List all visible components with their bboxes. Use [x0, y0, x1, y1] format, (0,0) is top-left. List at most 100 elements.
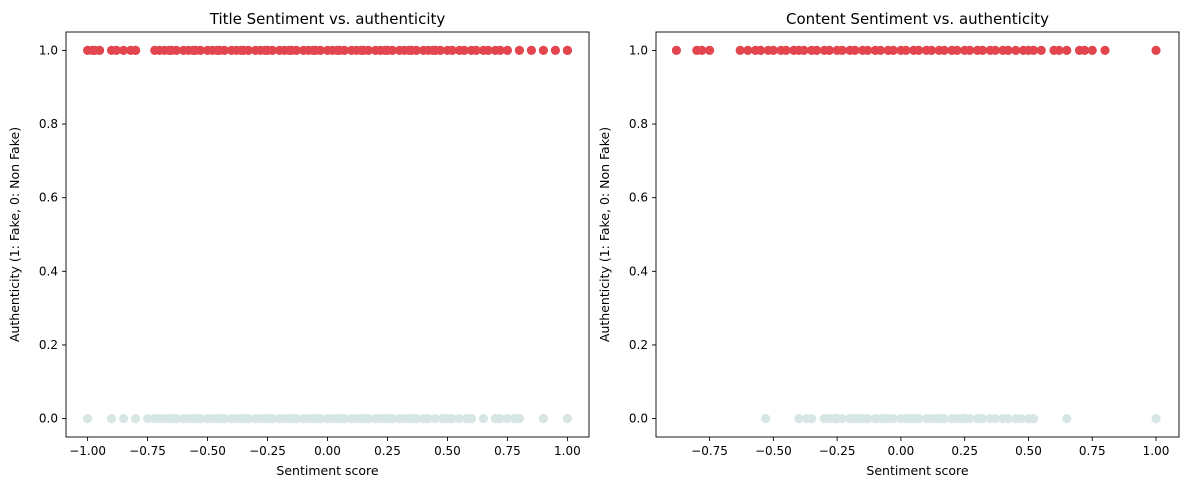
data-point: [243, 45, 253, 56]
data-point: [812, 45, 822, 56]
data-point: [219, 45, 229, 56]
chart-panel-2: −0.75 −0.50 −0.25 0.00 0.25 0.50 0.75 1.00 0.0 0.…: [597, 10, 1180, 478]
x-tick-label: 0.75: [494, 444, 521, 458]
data-point: [430, 413, 441, 424]
data-point: [768, 45, 778, 56]
chart-title: Content Sentiment vs. authenticity: [786, 10, 1049, 28]
data-point: [1062, 413, 1072, 424]
data-point: [735, 45, 745, 56]
data-point: [502, 413, 513, 424]
x-tick-label: 0.75: [1079, 444, 1106, 458]
data-point: [514, 45, 525, 56]
data-point: [1080, 45, 1090, 56]
data-point: [411, 413, 421, 424]
chart-title: Title Sentiment vs. authenticity: [209, 10, 446, 28]
data-point: [267, 45, 277, 56]
data-point: [111, 45, 121, 56]
data-point: [901, 45, 911, 56]
data-point: [411, 45, 421, 56]
data-point: [562, 413, 573, 424]
data-point: [1016, 413, 1026, 424]
data-point: [781, 45, 791, 56]
data-point: [671, 45, 682, 56]
data-point: [837, 413, 847, 424]
data-point: [914, 45, 924, 56]
chart-panel-1: −1.00 −0.75 −0.50 −0.25 0.00 0.25 0.50 0.75 1.00…: [7, 10, 590, 478]
y-tick-label: 0.8: [629, 117, 648, 131]
data-point: [850, 45, 860, 56]
y-tick-label: 1.0: [39, 43, 58, 57]
y-tick-label: 0.0: [629, 412, 648, 426]
x-tick-label: −0.25: [819, 444, 856, 458]
data-point: [538, 45, 549, 56]
y-tick-label: 1.0: [629, 43, 648, 57]
x-tick-label: 0.25: [951, 444, 978, 458]
y-tick-label: 0.8: [39, 117, 58, 131]
plot-frame: [655, 31, 1180, 438]
x-tick-label: −0.50: [189, 444, 226, 458]
data-point: [756, 45, 766, 56]
data-point: [799, 45, 809, 56]
data-point: [118, 413, 129, 424]
data-point: [447, 45, 457, 56]
x-tick-label: 0.25: [374, 444, 401, 458]
data-point: [965, 45, 975, 56]
x-tick-label: −1.00: [69, 444, 106, 458]
data-point: [888, 45, 898, 56]
data-point: [466, 413, 477, 424]
y-tick-label: 0.4: [629, 264, 648, 278]
data-point: [965, 413, 975, 424]
data-point: [454, 413, 465, 424]
data-point: [195, 413, 205, 424]
data-point: [171, 45, 181, 56]
data-point: [387, 45, 397, 56]
x-tick-label: 1.00: [554, 444, 581, 458]
data-point: [562, 45, 573, 56]
data-point: [990, 45, 1000, 56]
data-point: [939, 413, 949, 424]
data-point: [471, 45, 481, 56]
data-point: [291, 413, 301, 424]
data-point: [1100, 45, 1110, 56]
data-point: [824, 45, 835, 56]
plot-frame: [65, 31, 590, 438]
x-tick-label: −0.25: [249, 444, 286, 458]
data-point: [1011, 45, 1021, 56]
series-1: [671, 45, 1161, 56]
data-point: [363, 413, 373, 424]
data-point: [863, 45, 873, 56]
data-point: [315, 413, 325, 424]
data-point: [1054, 45, 1064, 56]
y-tick-label: 0.6: [39, 191, 58, 205]
x-tick-label: −0.75: [691, 444, 728, 458]
data-point: [1028, 413, 1039, 424]
data-point: [483, 45, 493, 56]
data-point: [130, 413, 141, 424]
data-point: [1003, 45, 1013, 56]
data-point: [219, 413, 229, 424]
data-point: [761, 413, 771, 424]
data-point: [538, 413, 549, 424]
data-point: [526, 45, 537, 56]
data-point: [142, 413, 153, 424]
data-point: [495, 45, 505, 56]
y-axis-label: Authenticity (1: Fake, 0: Non Fake): [597, 127, 612, 342]
data-point: [514, 413, 525, 424]
data-point: [459, 45, 469, 56]
x-tick-label: −0.50: [755, 444, 792, 458]
data-point: [447, 413, 457, 424]
data-point: [888, 413, 898, 424]
data-point: [291, 45, 301, 56]
data-point: [837, 45, 847, 56]
data-point: [387, 413, 397, 424]
data-point: [502, 45, 513, 56]
x-tick-label: 0.00: [888, 444, 915, 458]
data-point: [939, 45, 949, 56]
data-point: [704, 45, 715, 56]
data-point: [106, 413, 117, 424]
data-point: [423, 413, 433, 424]
x-tick-label: 0.50: [434, 444, 461, 458]
data-point: [1151, 45, 1161, 56]
data-point: [1062, 45, 1072, 56]
data-point: [195, 45, 205, 56]
